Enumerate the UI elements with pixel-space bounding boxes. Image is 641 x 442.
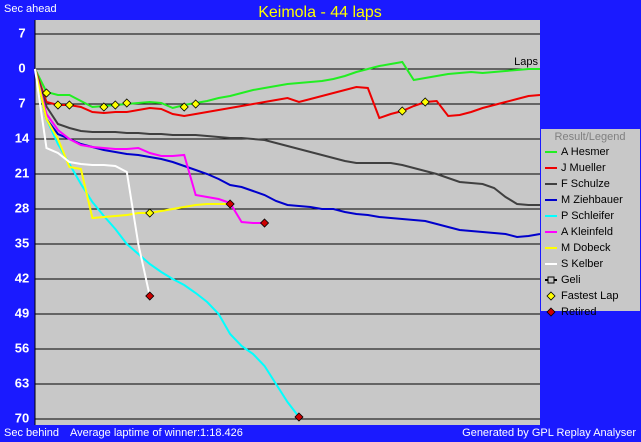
legend-label: Retired — [561, 306, 596, 318]
marker — [225, 199, 235, 209]
marker — [64, 100, 74, 110]
y-tick-label: 7 — [18, 95, 25, 110]
marker — [294, 412, 304, 422]
series-line — [34, 68, 151, 297]
y-tick-label: 7 — [18, 25, 25, 40]
marker — [99, 102, 109, 112]
marker — [179, 102, 189, 112]
legend-box — [541, 129, 640, 311]
legend-label: J Mueller — [561, 162, 606, 174]
legend-swatch — [546, 291, 556, 301]
series-line — [34, 68, 540, 206]
series-line — [34, 68, 541, 239]
y-tick-label: 35 — [15, 235, 29, 250]
y-tick-label: 49 — [15, 305, 29, 320]
y-tick-label: 14 — [15, 130, 30, 145]
marker — [122, 98, 132, 108]
marker — [53, 100, 63, 110]
legend-label: P Schleifer — [561, 210, 614, 222]
y-tick-label: 42 — [15, 270, 29, 285]
legend-label: S Kelber — [561, 258, 604, 270]
marker — [191, 99, 201, 109]
y-label-bottom: Sec behind — [4, 427, 59, 439]
chart-title: Keimola - 44 laps — [258, 4, 382, 21]
legend-label: A Kleinfeld — [561, 226, 613, 238]
marker — [41, 88, 52, 98]
footer-right: Generated by GPL Replay Analyser — [462, 427, 636, 439]
marker — [420, 97, 430, 107]
series-line — [34, 68, 300, 418]
legend-label: M Ziehbauer — [561, 194, 623, 206]
marker — [397, 106, 407, 116]
y-tick-label: 63 — [15, 375, 29, 390]
y-tick-label: 0 — [18, 60, 25, 75]
legend-swatch — [546, 307, 556, 317]
plot-area — [35, 20, 540, 425]
legend-label: Geli — [561, 274, 581, 286]
legend-title: Result/Legend — [555, 131, 626, 143]
y-tick-label: 70 — [15, 410, 29, 425]
y-tick-label: 56 — [15, 340, 29, 355]
x-label: Laps — [514, 56, 538, 68]
legend-swatch — [547, 276, 555, 284]
marker — [145, 291, 155, 301]
marker — [145, 208, 155, 218]
y-label-top: Sec ahead — [4, 3, 57, 15]
series-line — [34, 68, 541, 120]
footer-left: Average laptime of winner:1:18.426 — [70, 427, 243, 439]
legend-label: Fastest Lap — [561, 290, 618, 302]
y-tick-label: 28 — [15, 200, 29, 215]
marker — [110, 100, 120, 110]
legend-label: F Schulze — [561, 178, 610, 190]
legend-label: M Dobeck — [561, 242, 611, 254]
y-tick-label: 21 — [15, 165, 29, 180]
legend-label: A Hesmer — [561, 146, 610, 158]
marker — [259, 218, 270, 228]
series-line — [34, 68, 265, 224]
